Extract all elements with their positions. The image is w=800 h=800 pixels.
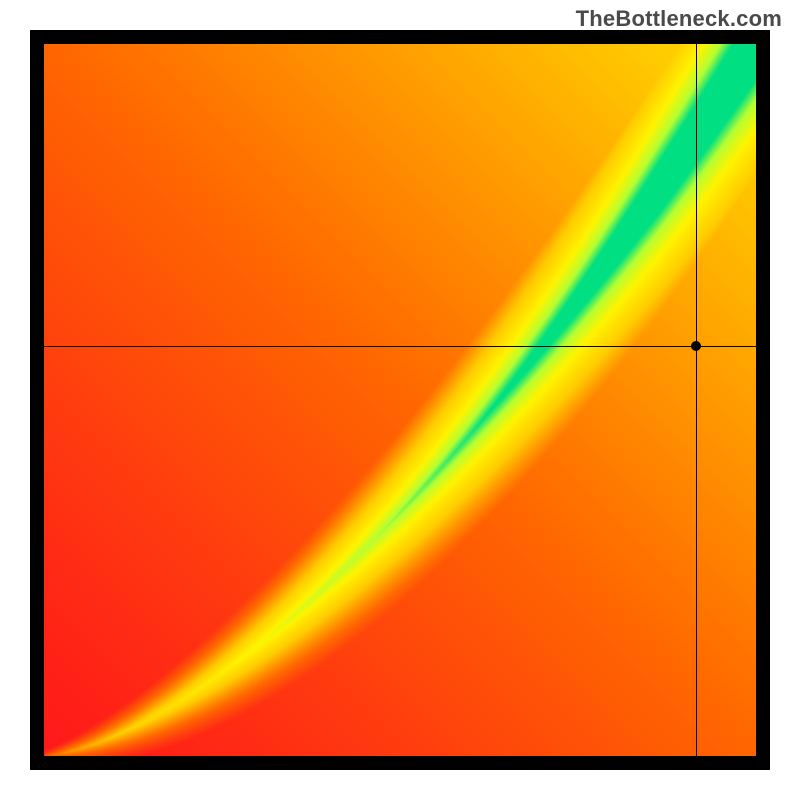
crosshair-marker-dot: [691, 341, 701, 351]
bottleneck-heatmap: [44, 44, 756, 756]
crosshair-horizontal-line: [44, 346, 756, 347]
plot-outer-frame: [30, 30, 770, 770]
crosshair-vertical-line: [696, 44, 697, 756]
watermark-text: TheBottleneck.com: [576, 6, 782, 32]
